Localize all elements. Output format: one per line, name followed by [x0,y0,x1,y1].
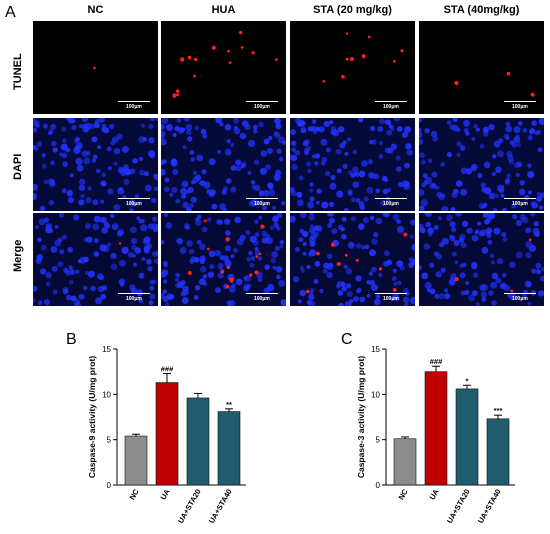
micrograph-merge-nc: 100μm [33,213,158,306]
bar-ua [155,382,179,486]
scale-bar-label: 100μm [512,201,528,207]
micrograph-tunel-sta40: 100μm [419,21,544,114]
x-tick-label: NC [397,487,411,501]
bar-ua-sta20 [186,397,210,486]
scale-bar-label: 100μm [383,104,399,110]
y-tick-label: 10 [371,390,380,399]
scale-bar-label: 100μm [383,296,399,302]
micrograph-dapi-hua: 100μm [161,118,286,211]
caspase3-bar-chart: 0 5 10 15 Caspase-3 activity (U/mg prot) NC ##… [356,345,515,525]
bar-ua [424,371,448,486]
column-header-sta20: STA (20 mg/kg) [313,4,392,16]
x-tick-label: UA+STA20 [176,488,203,525]
micrograph-merge-hua: 100μm [161,213,286,306]
row-label-merge: Merge [12,239,24,272]
scale-bar-label: 100μm [254,104,270,110]
scale-bar [375,101,407,102]
scale-bar [246,198,278,199]
y-axis-label: Caspase-3 activity (U/mg prot) [356,356,366,479]
scale-bar-label: 100μm [512,296,528,302]
panel-b-letter: B [66,331,77,348]
y-tick-label: 15 [371,345,380,354]
scale-bar-label: 100μm [126,104,142,110]
scale-bar-label: 100μm [254,296,270,302]
scale-bar [246,101,278,102]
y-axis-label: Caspase-9 activity (U/mg prot) [87,356,97,479]
micrograph-merge-sta20: 100μm [290,213,415,306]
scale-bar-label: 100μm [126,201,142,207]
micrograph-dapi-nc: 100μm [33,118,158,211]
x-tick-label: UA [159,487,173,501]
column-header-hua: HUA [211,4,236,16]
bar-ua-sta40 [217,411,241,486]
bar-nc [393,438,417,486]
x-tick-label: UA+STA40 [207,488,234,525]
scale-bar [246,293,278,294]
x-tick-label: UA [428,487,442,501]
scale-bar-label: 100μm [126,296,142,302]
micrograph-dapi-sta20: 100μm [290,118,415,211]
x-tick-label: UA+STA20 [445,488,472,525]
scale-bar [504,293,536,294]
y-tick-label: 15 [102,345,111,354]
panel-c-letter: C [341,331,353,348]
scale-bar-label: 100μm [383,201,399,207]
scale-bar [504,101,536,102]
scale-bar [375,293,407,294]
micrograph-merge-sta40: 100μm [419,213,544,306]
bar-ua-sta20 [455,388,479,486]
scale-bar-label: 100μm [512,104,528,110]
scale-bar [375,198,407,199]
bar-ua-sta40 [486,418,510,486]
x-tick-label: UA+STA40 [476,488,503,525]
scale-bar [118,101,150,102]
micrograph-tunel-hua: 100μm [161,21,286,114]
significance-marker: ### [161,364,174,373]
row-label-tunel: TUNEL [12,53,24,90]
micrograph-dapi-sta40: 100μm [419,118,544,211]
column-header-sta40: STA (40mg/kg) [443,4,520,16]
panel-a-letter: A [5,4,16,21]
y-tick-label: 5 [107,436,112,445]
significance-marker: *** [494,406,503,415]
scale-bar [118,293,150,294]
scale-bar [118,198,150,199]
significance-marker: ### [430,357,443,366]
y-tick-label: 0 [376,481,381,490]
scale-bar-label: 100μm [254,201,270,207]
caspase9-bar-chart: 0 5 10 15 Caspase-9 activity (U/mg prot) NC ##… [87,345,246,525]
row-label-dapi: DAPI [12,153,24,180]
y-tick-label: 5 [376,436,381,445]
y-tick-label: 10 [102,390,111,399]
micrograph-tunel-nc: 100μm [33,21,158,114]
bar-nc [124,435,148,486]
scale-bar [504,198,536,199]
x-tick-label: NC [128,487,142,501]
micrograph-tunel-sta20: 100μm [290,21,415,114]
y-tick-label: 0 [107,481,112,490]
significance-marker: ** [226,400,232,409]
column-header-nc: NC [87,4,104,16]
significance-marker: * [466,376,469,385]
